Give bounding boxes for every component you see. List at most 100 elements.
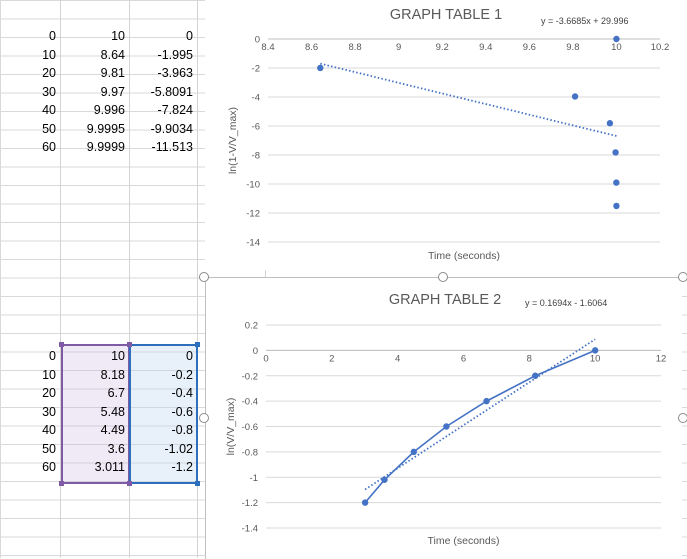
x-tick-label: 0 bbox=[263, 353, 268, 364]
range-handle[interactable] bbox=[195, 481, 200, 486]
table-cell[interactable]: 30 bbox=[42, 404, 56, 419]
chart-resize-handle[interactable] bbox=[678, 272, 687, 282]
range-handle[interactable] bbox=[127, 342, 132, 347]
trendline-equation: y = -3.6685x + 29.996 bbox=[541, 16, 629, 26]
trendline-equation: y = 0.1694x - 1.6064 bbox=[525, 298, 607, 308]
table-cell[interactable]: 8.64 bbox=[100, 47, 125, 62]
data-point bbox=[483, 397, 490, 405]
data-point bbox=[317, 64, 324, 72]
x-tick-label: 4 bbox=[395, 353, 400, 364]
trendline bbox=[320, 62, 617, 137]
chart-resize-handle[interactable] bbox=[678, 413, 687, 423]
range-handle[interactable] bbox=[59, 342, 64, 347]
y-tick-label: 0 bbox=[255, 35, 260, 46]
column-divider bbox=[129, 0, 130, 558]
chart-title: GRAPH TABLE 2 bbox=[389, 292, 501, 308]
table-cell[interactable]: 0 bbox=[186, 29, 193, 43]
x-tick-label: 8 bbox=[527, 353, 532, 364]
range-handle[interactable] bbox=[59, 481, 64, 486]
table-cell[interactable]: 10 bbox=[111, 349, 125, 363]
table-cell[interactable]: -9.9034 bbox=[150, 121, 193, 136]
selection-range-blue[interactable] bbox=[129, 344, 198, 484]
selection-range-purple[interactable] bbox=[61, 344, 130, 484]
x-tick-label: 8.6 bbox=[305, 42, 318, 53]
table-cell[interactable]: 40 bbox=[42, 103, 56, 117]
chart-graph-table-2[interactable]: 0.2 0 -0.2 -0.4 -0.6 -0.8 -1 -1.2 -1.4 0 2 4 6 8 10 12 G… bbox=[205, 277, 682, 559]
chart-graph-table-1[interactable]: 0 -2 -4 -6 -8 -10 -12 -14 8.4 8.6 8.8 9 9.2 9.4 9.6 9.8… bbox=[205, 0, 687, 270]
data-point bbox=[613, 179, 620, 186]
table-cell[interactable]: 9.81 bbox=[100, 66, 125, 80]
table-cell[interactable]: 9.9995 bbox=[86, 121, 125, 136]
table-cell[interactable]: 0 bbox=[49, 29, 56, 43]
y-tick-label: -2 bbox=[252, 64, 260, 75]
x-tick-label: 9.6 bbox=[523, 42, 536, 53]
table-cell[interactable]: 40 bbox=[42, 423, 56, 437]
table-cell[interactable]: -0.4 bbox=[171, 386, 193, 400]
table-cell[interactable]: -1.2 bbox=[171, 460, 193, 474]
data-point bbox=[571, 93, 579, 100]
range-handle[interactable] bbox=[195, 342, 200, 347]
x-tick-label: 9.4 bbox=[479, 42, 492, 53]
range-handle[interactable] bbox=[127, 481, 132, 486]
table-cell[interactable]: 0 bbox=[49, 349, 56, 363]
chart-resize-handle[interactable] bbox=[199, 272, 209, 282]
table-cell[interactable]: 20 bbox=[42, 66, 56, 80]
table-cell[interactable]: -0.6 bbox=[171, 404, 193, 419]
chart-resize-handle[interactable] bbox=[199, 413, 209, 423]
table-cell[interactable]: 5.48 bbox=[100, 404, 125, 419]
y-axis-title: ln(1-V/V_max) bbox=[227, 107, 239, 174]
x-tick-label: 10 bbox=[590, 353, 601, 364]
table-cell[interactable]: 10 bbox=[42, 47, 56, 62]
table-cell[interactable]: 4.49 bbox=[100, 423, 125, 437]
table-cell[interactable]: 9.996 bbox=[93, 103, 125, 117]
table-cell[interactable]: -3.963 bbox=[157, 66, 193, 80]
trendline bbox=[364, 338, 596, 491]
table-cell[interactable]: 50 bbox=[42, 121, 56, 136]
table-cell[interactable]: 0 bbox=[186, 349, 193, 363]
y-tick-label: -0.2 bbox=[242, 371, 258, 382]
y-tick-label: -1.4 bbox=[242, 524, 258, 535]
table-cell[interactable]: 8.18 bbox=[100, 367, 125, 382]
table-cell[interactable]: 3.6 bbox=[107, 441, 125, 456]
y-tick-label: -14 bbox=[246, 238, 260, 249]
x-tick-label: 9 bbox=[396, 42, 401, 53]
chart-title: GRAPH TABLE 1 bbox=[390, 7, 502, 23]
table-cell[interactable]: -1.02 bbox=[164, 441, 194, 456]
table-cell[interactable]: 20 bbox=[42, 386, 56, 400]
data-point bbox=[591, 347, 599, 354]
table-cell[interactable]: 3.011 bbox=[94, 460, 125, 474]
x-axis-title: Time (seconds) bbox=[428, 250, 500, 262]
table-cell[interactable]: 9.97 bbox=[100, 84, 125, 99]
table-cell[interactable]: 10 bbox=[42, 367, 56, 382]
table-cell[interactable]: 9.9999 bbox=[86, 140, 125, 154]
y-tick-label: -0.8 bbox=[242, 447, 258, 458]
y-tick-label: -8 bbox=[252, 151, 260, 162]
table-cell[interactable]: -0.8 bbox=[171, 423, 193, 437]
y-tick-label: 0 bbox=[253, 346, 258, 357]
x-axis-title: Time (seconds) bbox=[428, 535, 500, 547]
y-tick-label: -1 bbox=[250, 473, 258, 484]
table-cell[interactable]: 10 bbox=[111, 29, 125, 43]
x-tick-label: 10.2 bbox=[651, 42, 670, 53]
table-cell[interactable]: 60 bbox=[42, 460, 56, 474]
data-point bbox=[612, 149, 619, 156]
table-cell[interactable]: -0.2 bbox=[171, 367, 193, 382]
data-point bbox=[410, 448, 417, 456]
data-point bbox=[381, 476, 388, 483]
chart-2-svg: 0.2 0 -0.2 -0.4 -0.6 -0.8 -1 -1.2 -1.4 0 2 4 6 8 10 12 G… bbox=[225, 292, 666, 547]
table-cell[interactable]: -11.513 bbox=[151, 140, 193, 154]
table-cell[interactable]: 6.7 bbox=[107, 386, 125, 400]
table-cell[interactable]: 30 bbox=[42, 84, 56, 99]
data-point bbox=[613, 202, 620, 210]
table-cell[interactable]: -5.8091 bbox=[150, 84, 193, 99]
table-cell[interactable]: 60 bbox=[42, 140, 56, 154]
data-point bbox=[361, 499, 369, 506]
x-tick-label: 8.8 bbox=[349, 42, 362, 53]
chart-1-svg: 0 -2 -4 -6 -8 -10 -12 -14 8.4 8.6 8.8 9 9.2 9.4 9.6 9.8… bbox=[227, 7, 670, 262]
column-divider bbox=[60, 0, 61, 558]
chart-resize-handle[interactable] bbox=[438, 272, 448, 282]
column-divider bbox=[197, 0, 198, 558]
table-cell[interactable]: 50 bbox=[42, 441, 56, 456]
table-cell[interactable]: -7.824 bbox=[157, 103, 193, 117]
table-cell[interactable]: -1.995 bbox=[157, 47, 193, 62]
